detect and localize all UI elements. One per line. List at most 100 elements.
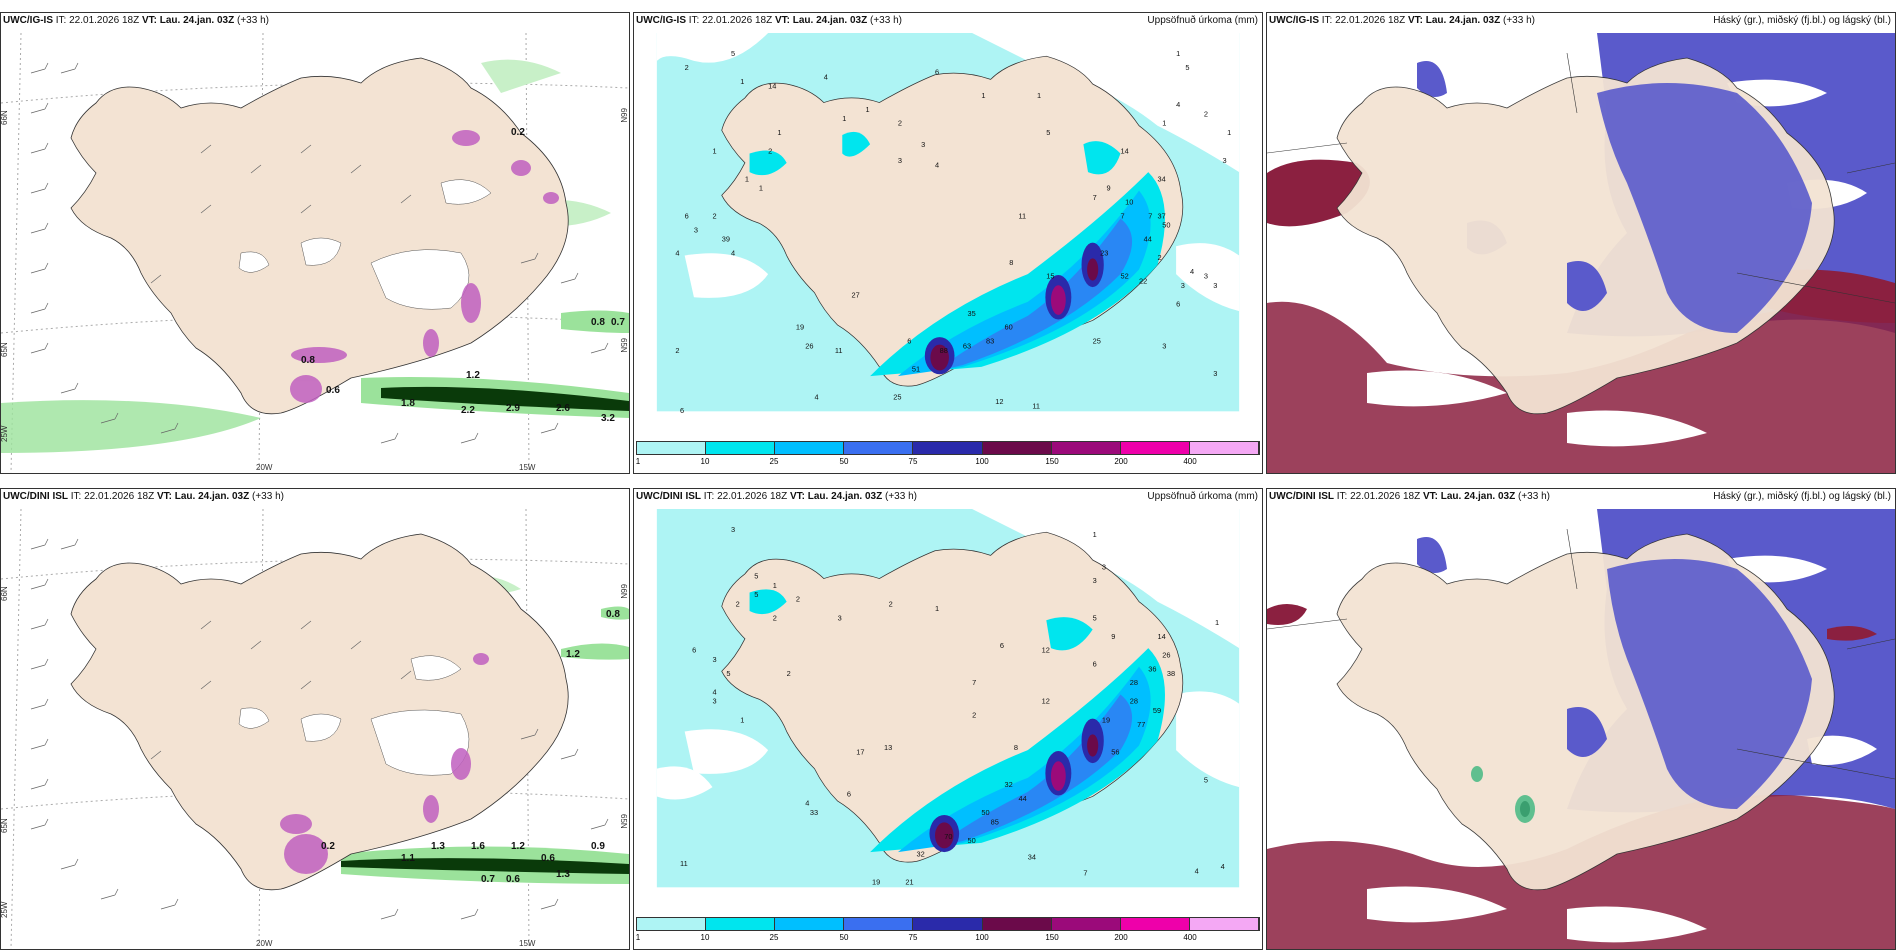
axis-labels: 20W 15W 66N 65N 25W 66N 65N [1,584,628,948]
precip-values: 2 5 1 14 1 1 1 1 3 1 4 2 1 2 1 3 4 3 2 6… [675,49,1231,415]
legend-ticks: 1 10 25 50 75 100 150 200 400 [635,457,1197,466]
svg-text:3: 3 [1213,369,1217,378]
legend-colorbar [636,441,1260,455]
svg-text:2: 2 [685,63,689,72]
precip-legend: 1 10 25 50 75 100 150 200 400 [636,917,1260,947]
svg-text:10: 10 [1125,198,1133,207]
svg-text:1: 1 [842,114,846,123]
map-grid [1267,52,1895,304]
svg-text:3: 3 [1181,281,1185,290]
svg-text:6: 6 [907,337,911,346]
svg-text:70: 70 [944,832,952,841]
svg-text:4: 4 [1190,267,1194,276]
svg-text:59: 59 [1153,706,1161,715]
precip-map[interactable]: 2 5 1 14 1 1 1 1 3 1 4 2 1 2 1 3 4 3 2 6… [634,33,1262,441]
svg-text:52: 52 [1120,272,1128,281]
cloud-map[interactable] [1267,509,1895,949]
svg-text:44: 44 [1018,794,1026,803]
svg-text:1: 1 [1215,618,1219,627]
svg-text:27: 27 [852,290,860,299]
svg-text:35: 35 [967,309,975,318]
svg-text:3: 3 [712,655,716,664]
svg-text:5: 5 [1185,63,1189,72]
iceland-land [70,57,569,415]
svg-text:3.2: 3.2 [601,413,615,424]
svg-text:19: 19 [796,323,804,332]
svg-text:2: 2 [898,119,902,128]
svg-text:3: 3 [838,613,842,622]
svg-text:63: 63 [963,341,971,350]
svg-text:3: 3 [1213,281,1217,290]
svg-text:0.7: 0.7 [481,874,495,885]
legend-ticks: 1 10 25 50 75 100 150 200 400 [635,933,1197,942]
glacier-hatching [238,179,492,310]
svg-text:3: 3 [1204,272,1208,281]
svg-text:14: 14 [1120,147,1128,156]
svg-text:37: 37 [1158,211,1166,220]
panel-igis-clouds: UWC/IG-IS IT: 22.01.2026 18Z VT: Lau. 24… [1266,12,1896,474]
svg-text:6: 6 [685,211,689,220]
wind-barbs [30,62,609,444]
green-high-cloud [1471,766,1535,823]
svg-text:4: 4 [675,249,679,258]
svg-text:6: 6 [847,789,851,798]
svg-text:1: 1 [1093,530,1097,539]
svg-text:3: 3 [1162,341,1166,350]
svg-text:38: 38 [1167,669,1175,678]
svg-text:83: 83 [986,337,994,346]
panel-title: Uppsöfnuð úrkoma (mm) [1147,491,1258,502]
svg-text:2: 2 [675,346,679,355]
cloud-map[interactable] [1267,33,1895,473]
svg-text:0.8: 0.8 [606,609,620,620]
wind-value-labels: 0.2 0.6 1.2 1.8 2.2 2.6 2.9 3.2 0.8 0.7 … [301,127,625,424]
svg-text:25W: 25W [1,901,9,918]
svg-text:11: 11 [1018,211,1026,220]
svg-text:0.8: 0.8 [301,355,315,366]
svg-text:6: 6 [1176,300,1180,309]
svg-text:12: 12 [1042,646,1050,655]
svg-text:23: 23 [1100,249,1108,258]
svg-text:12: 12 [1042,697,1050,706]
svg-text:5: 5 [754,590,758,599]
wind-map[interactable]: 0.8 1.2 0.2 1.3 1.6 1.2 0.9 0.6 0.7 0.6 … [1,509,629,949]
svg-text:2: 2 [736,599,740,608]
panel-dini-clouds: UWC/DINI ISL IT: 22.01.2026 18Z VT: Lau.… [1266,488,1896,950]
svg-text:4: 4 [805,799,809,808]
panel-header: UWC/IG-IS IT: 22.01.2026 18Z VT: Lau. 24… [3,15,269,26]
svg-text:2: 2 [712,211,716,220]
svg-text:2: 2 [796,595,800,604]
svg-text:20W: 20W [256,463,273,472]
svg-text:65N: 65N [1,818,9,833]
panel-igis-wind: UWC/IG-IS IT: 22.01.2026 18Z VT: Lau. 24… [0,12,630,474]
svg-text:8: 8 [1009,258,1013,267]
svg-text:3: 3 [1102,562,1106,571]
svg-text:0.9: 0.9 [591,841,605,852]
panel-dini-wind: UWC/DINI ISL IT: 22.01.2026 18Z VT: Lau.… [0,488,630,950]
precip-map[interactable]: 3 5 2 5 1 2 2 1 3 4 3 6 4 5 2 3 1 2 1 6 … [634,509,1262,917]
svg-text:2: 2 [773,613,777,622]
svg-text:1: 1 [777,128,781,137]
map-grid [1267,528,1895,780]
svg-text:7: 7 [972,678,976,687]
wind-map[interactable]: 0.2 0.6 1.2 1.8 2.2 2.6 2.9 3.2 0.8 0.7 … [1,33,629,473]
panel-header: UWC/IG-IS IT: 22.01.2026 18Z VT: Lau. 24… [636,15,902,26]
svg-text:4: 4 [1176,100,1180,109]
svg-text:6: 6 [1000,641,1004,650]
svg-text:1: 1 [1162,119,1166,128]
precip-legend: 1 10 25 50 75 100 150 200 400 [636,441,1260,471]
svg-text:65N: 65N [619,338,628,353]
svg-text:5: 5 [731,49,735,58]
svg-text:0.6: 0.6 [506,874,520,885]
svg-text:65N: 65N [1,342,9,357]
svg-text:4: 4 [712,687,716,696]
svg-text:1.2: 1.2 [566,649,580,660]
svg-text:1.2: 1.2 [466,370,480,381]
svg-text:6: 6 [680,406,684,415]
svg-text:1.3: 1.3 [431,841,445,852]
svg-text:51: 51 [912,364,920,373]
svg-text:3: 3 [1093,576,1097,585]
svg-text:20W: 20W [256,939,273,948]
svg-text:1: 1 [935,604,939,613]
svg-text:2.6: 2.6 [556,403,570,414]
magenta-cells [290,130,559,403]
